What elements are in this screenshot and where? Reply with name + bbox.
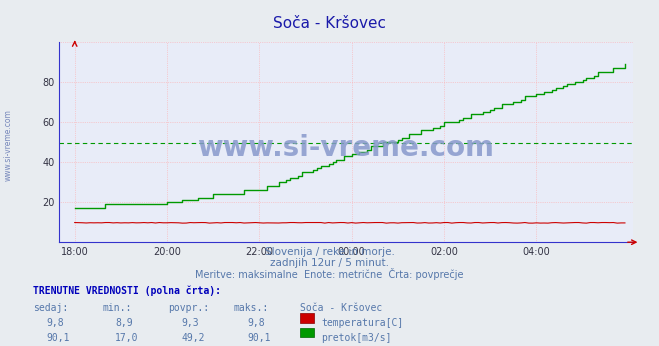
Text: 9,3: 9,3: [181, 318, 199, 328]
Text: 90,1: 90,1: [46, 333, 70, 343]
Text: Soča - Kršovec: Soča - Kršovec: [273, 16, 386, 30]
Text: www.si-vreme.com: www.si-vreme.com: [3, 109, 13, 181]
Text: pretok[m3/s]: pretok[m3/s]: [321, 333, 391, 343]
Text: maks.:: maks.:: [234, 303, 269, 313]
Text: sedaj:: sedaj:: [33, 303, 68, 313]
Text: Slovenija / reke in morje.: Slovenija / reke in morje.: [264, 247, 395, 257]
Text: temperatura[C]: temperatura[C]: [321, 318, 403, 328]
Text: Meritve: maksimalne  Enote: metrične  Črta: povprečje: Meritve: maksimalne Enote: metrične Črta…: [195, 268, 464, 280]
Text: 9,8: 9,8: [247, 318, 265, 328]
Text: www.si-vreme.com: www.si-vreme.com: [198, 134, 494, 162]
Text: Soča - Kršovec: Soča - Kršovec: [300, 303, 382, 313]
Text: povpr.:: povpr.:: [168, 303, 209, 313]
Text: zadnjih 12ur / 5 minut.: zadnjih 12ur / 5 minut.: [270, 258, 389, 268]
Text: 49,2: 49,2: [181, 333, 205, 343]
Text: min.:: min.:: [102, 303, 132, 313]
Text: 9,8: 9,8: [46, 318, 64, 328]
Text: 8,9: 8,9: [115, 318, 133, 328]
Text: 17,0: 17,0: [115, 333, 139, 343]
Text: TRENUTNE VREDNOSTI (polna črta):: TRENUTNE VREDNOSTI (polna črta):: [33, 285, 221, 296]
Text: 90,1: 90,1: [247, 333, 271, 343]
